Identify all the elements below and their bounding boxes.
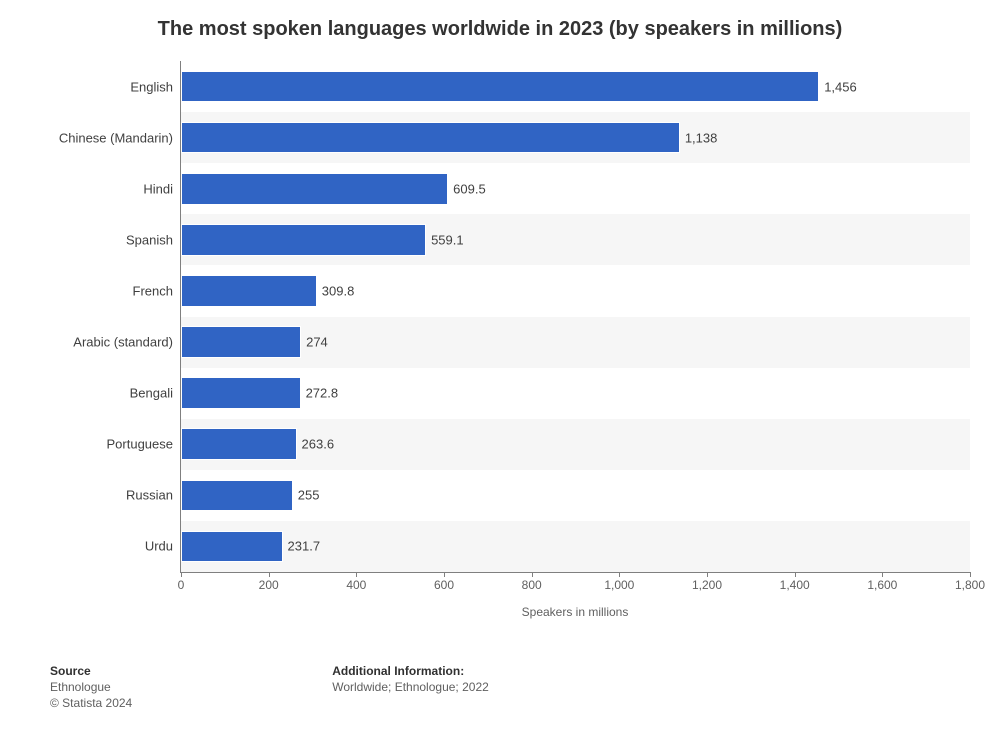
x-tick-mark bbox=[707, 572, 708, 577]
bar: 272.8 bbox=[181, 377, 301, 409]
chart-title: The most spoken languages worldwide in 2… bbox=[0, 0, 1000, 51]
bar: 1,456 bbox=[181, 71, 819, 103]
bar-row: English1,456 bbox=[181, 61, 970, 112]
x-tick-label: 1,400 bbox=[780, 578, 810, 592]
bar-row: Spanish559.1 bbox=[181, 214, 970, 265]
x-tick-mark bbox=[882, 572, 883, 577]
bar: 609.5 bbox=[181, 173, 448, 205]
x-tick-mark bbox=[444, 572, 445, 577]
x-tick-mark bbox=[269, 572, 270, 577]
info-block: Additional Information: Worldwide; Ethno… bbox=[332, 663, 489, 723]
x-tick-label: 1,000 bbox=[604, 578, 634, 592]
chart-footer: Source Ethnologue © Statista 2024 Additi… bbox=[50, 663, 960, 723]
bar: 1,138 bbox=[181, 122, 680, 154]
chart: English1,456Chinese (Mandarin)1,138Hindi… bbox=[40, 51, 980, 623]
x-tick-label: 600 bbox=[434, 578, 454, 592]
bar: 274 bbox=[181, 326, 301, 358]
category-label: Russian bbox=[126, 488, 173, 503]
source-block: Source Ethnologue © Statista 2024 bbox=[50, 663, 132, 723]
category-label: Arabic (standard) bbox=[73, 335, 173, 350]
value-label: 609.5 bbox=[453, 181, 486, 196]
category-label: Urdu bbox=[145, 539, 173, 554]
source-name: Ethnologue bbox=[50, 679, 132, 695]
x-axis-title: Speakers in millions bbox=[180, 605, 970, 619]
value-label: 309.8 bbox=[322, 283, 355, 298]
value-label: 1,138 bbox=[685, 130, 718, 145]
copyright-text: © Statista 2024 bbox=[50, 695, 132, 711]
x-tick-mark bbox=[619, 572, 620, 577]
category-label: Bengali bbox=[130, 386, 173, 401]
category-label: Hindi bbox=[143, 181, 173, 196]
value-label: 255 bbox=[298, 488, 320, 503]
x-tick-mark bbox=[970, 572, 971, 577]
bar-row: Arabic (standard)274 bbox=[181, 317, 970, 368]
bar-rows: English1,456Chinese (Mandarin)1,138Hindi… bbox=[181, 61, 970, 572]
x-tick-label: 800 bbox=[522, 578, 542, 592]
info-text: Worldwide; Ethnologue; 2022 bbox=[332, 679, 489, 695]
bar-row: Chinese (Mandarin)1,138 bbox=[181, 112, 970, 163]
x-tick-label: 400 bbox=[346, 578, 366, 592]
x-tick-label: 1,600 bbox=[867, 578, 897, 592]
bar-row: Hindi609.5 bbox=[181, 163, 970, 214]
bar-row: Bengali272.8 bbox=[181, 368, 970, 419]
value-label: 559.1 bbox=[431, 232, 464, 247]
category-label: English bbox=[130, 79, 173, 94]
value-label: 231.7 bbox=[288, 539, 321, 554]
value-label: 1,456 bbox=[824, 79, 857, 94]
value-label: 272.8 bbox=[306, 386, 339, 401]
bar: 231.7 bbox=[181, 531, 283, 563]
plot-area: English1,456Chinese (Mandarin)1,138Hindi… bbox=[180, 61, 970, 573]
bar-row: Portuguese263.6 bbox=[181, 419, 970, 470]
category-label: Spanish bbox=[126, 232, 173, 247]
bar: 255 bbox=[181, 480, 293, 512]
value-label: 274 bbox=[306, 335, 328, 350]
category-label: Portuguese bbox=[107, 437, 174, 452]
bar-row: Russian255 bbox=[181, 470, 970, 521]
x-tick-label: 1,800 bbox=[955, 578, 985, 592]
x-tick-label: 200 bbox=[259, 578, 279, 592]
x-tick-label: 1,200 bbox=[692, 578, 722, 592]
category-label: Chinese (Mandarin) bbox=[59, 130, 173, 145]
x-tick-mark bbox=[532, 572, 533, 577]
bar-row: Urdu231.7 bbox=[181, 521, 970, 572]
x-tick-label: 0 bbox=[178, 578, 185, 592]
bar-row: French309.8 bbox=[181, 265, 970, 316]
value-label: 263.6 bbox=[302, 437, 335, 452]
x-tick-mark bbox=[356, 572, 357, 577]
source-heading: Source bbox=[50, 664, 91, 678]
x-tick-mark bbox=[181, 572, 182, 577]
bar: 309.8 bbox=[181, 275, 317, 307]
info-heading: Additional Information: bbox=[332, 664, 464, 678]
x-tick-mark bbox=[795, 572, 796, 577]
bar: 263.6 bbox=[181, 428, 297, 460]
category-label: French bbox=[133, 283, 173, 298]
bar: 559.1 bbox=[181, 224, 426, 256]
